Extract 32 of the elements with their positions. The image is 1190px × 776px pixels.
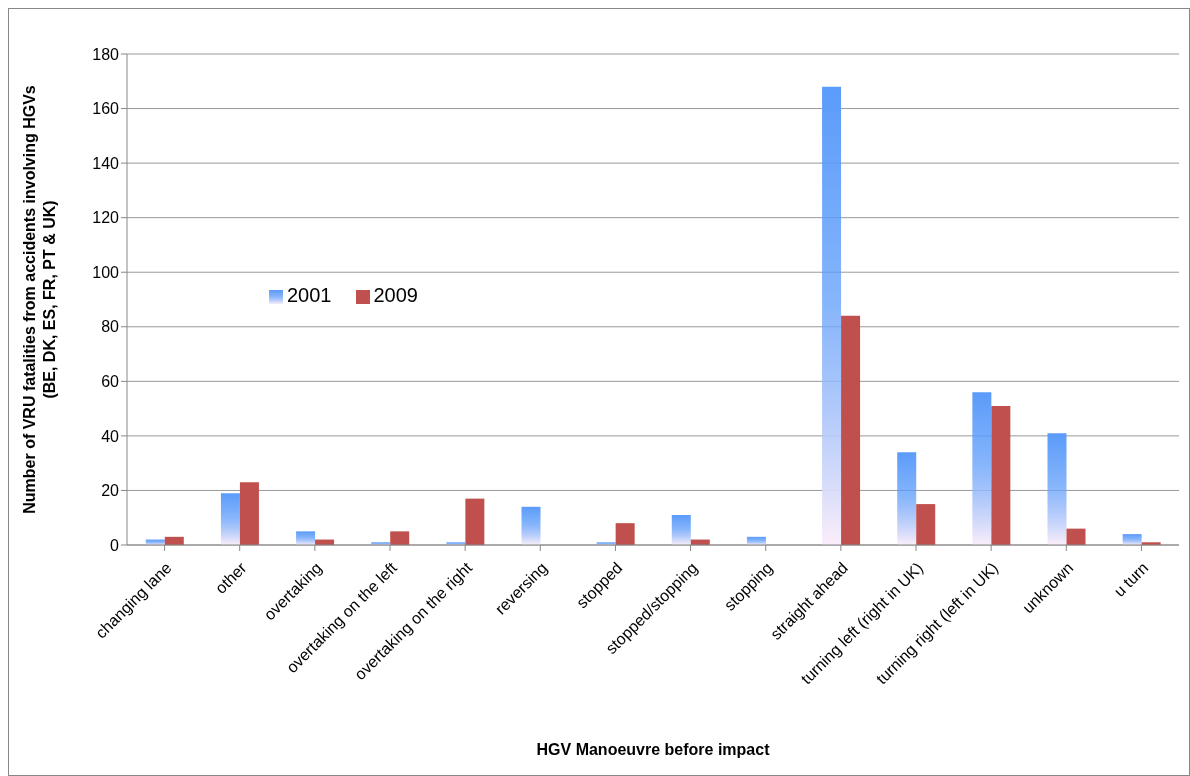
- bar: [972, 392, 992, 545]
- y-tick-label: 140: [92, 154, 120, 172]
- bar: [615, 523, 635, 545]
- legend-label: 2001: [287, 284, 332, 306]
- x-tick-label: u turn: [1110, 559, 1152, 600]
- y-tick-label: 180: [92, 45, 120, 63]
- bar: [296, 531, 316, 545]
- bar: [991, 405, 1011, 545]
- x-axis-title: HGV Manoeuvre before impact: [536, 741, 771, 758]
- y-tick-label: 100: [92, 263, 120, 281]
- bar: [465, 498, 485, 545]
- bar: [1066, 528, 1086, 545]
- y-tick-label: 160: [92, 100, 120, 118]
- bar: [521, 506, 541, 545]
- y-tick-label: 20: [101, 482, 120, 500]
- legend-label: 2009: [373, 284, 418, 306]
- bar: [1047, 433, 1067, 545]
- y-tick-label: 60: [101, 373, 120, 391]
- bar: [916, 504, 936, 545]
- y-tick-label: 80: [101, 318, 120, 336]
- y-tick-label: 0: [110, 536, 120, 554]
- bar: [841, 315, 861, 545]
- bar: [671, 514, 691, 545]
- bar: [390, 531, 410, 545]
- bar: [239, 482, 259, 545]
- y-tick-label: 40: [101, 427, 120, 445]
- bar: [1122, 534, 1142, 545]
- bar: [897, 452, 917, 545]
- bar: [822, 86, 842, 545]
- bar: [220, 493, 240, 545]
- y-axis-title: Number of VRU fatalities from accidents involving HGVs (BE, DK, ES, FR, PT & UK): [21, 85, 58, 514]
- y-tick-label: 120: [92, 209, 120, 227]
